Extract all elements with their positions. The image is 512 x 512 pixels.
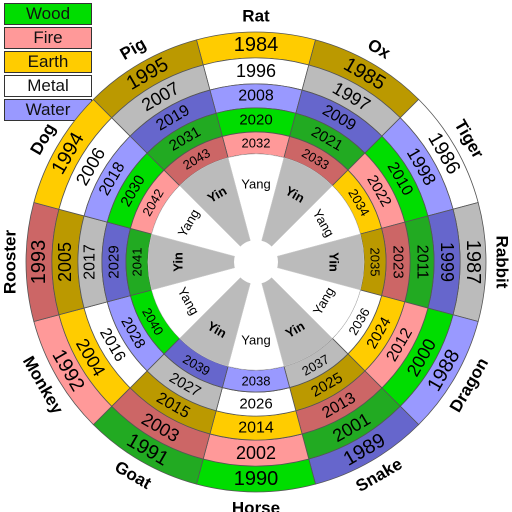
hub-label-yang-6: Yang: [241, 333, 270, 348]
animal-label-pig: Pig: [117, 34, 149, 64]
year-label-2002: 2002: [236, 443, 276, 463]
year-label-2026: 2026: [239, 396, 272, 413]
year-label-2011: 2011: [414, 245, 431, 280]
legend-item-earth: Earth: [4, 51, 92, 73]
animal-label-rooster: Rooster: [1, 230, 20, 295]
year-label-1987: 1987: [462, 240, 484, 285]
year-label-1996: 1996: [236, 61, 276, 81]
animal-label-ox: Ox: [364, 35, 394, 63]
hub-label-yin-3: Yin: [327, 252, 342, 272]
year-label-2038: 2038: [242, 374, 271, 389]
year-label-2020: 2020: [239, 112, 272, 129]
year-label-1993: 1993: [28, 240, 50, 285]
hub-wedge-11: [179, 157, 257, 263]
legend-item-metal: Metal: [4, 75, 92, 97]
year-ring-segments: [25, 31, 487, 493]
year-label-2014: 2014: [238, 420, 274, 437]
animal-label-rabbit: Rabbit: [493, 236, 512, 289]
year-label-1984: 1984: [234, 34, 279, 56]
element-legend: Wood Fire Earth Metal Water: [4, 3, 92, 123]
animal-label-horse: Horse: [232, 499, 280, 512]
year-label-1999: 1999: [437, 242, 457, 282]
legend-item-wood: Wood: [4, 3, 92, 25]
animal-label-rat: Rat: [242, 7, 270, 26]
yin-yang-hub: [147, 153, 365, 371]
year-label-2017: 2017: [82, 244, 99, 280]
year-label-2041: 2041: [130, 248, 145, 277]
year-label-2029: 2029: [106, 245, 123, 278]
year-label-2035: 2035: [368, 248, 383, 277]
year-label-2008: 2008: [238, 88, 274, 105]
legend-item-water: Water: [4, 99, 92, 121]
year-label-2023: 2023: [390, 245, 407, 278]
year-label-1990: 1990: [234, 468, 279, 490]
year-label-2032: 2032: [242, 136, 271, 151]
hub-center: [234, 240, 278, 284]
year-label-2005: 2005: [55, 242, 75, 282]
hub-label-yin-9: Yin: [171, 252, 186, 272]
legend-item-fire: Fire: [4, 27, 92, 49]
hub-label-yang-0: Yang: [241, 177, 270, 192]
